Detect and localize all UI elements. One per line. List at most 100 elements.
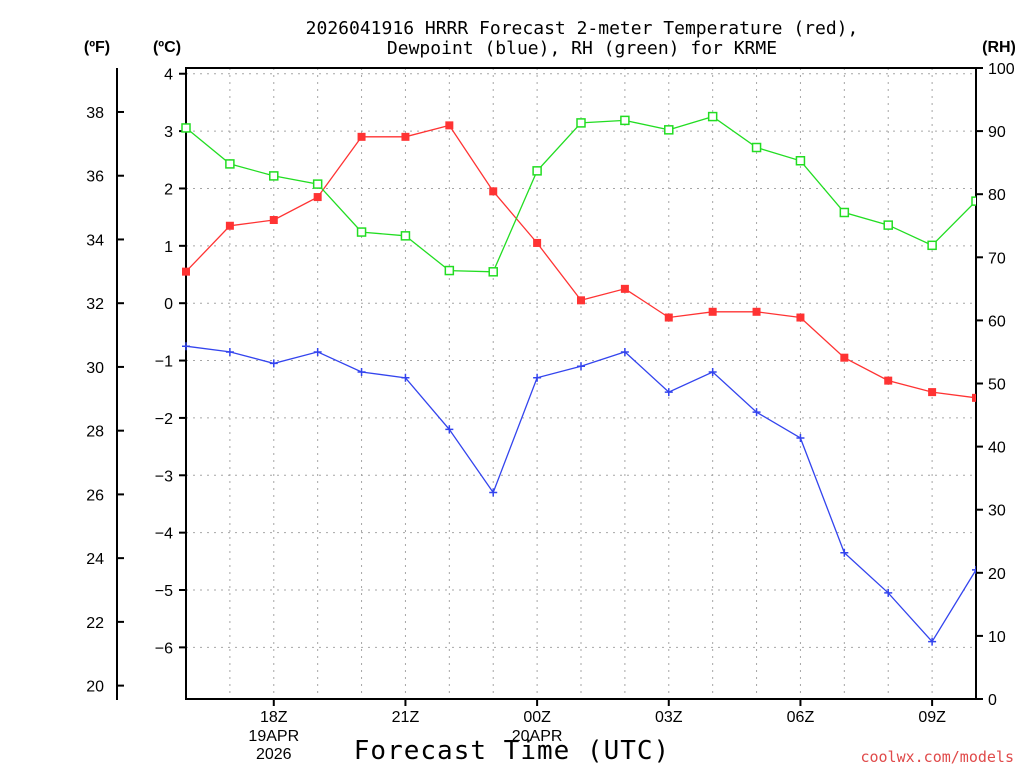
grid-lines bbox=[185, 68, 977, 699]
dewpoint-point bbox=[577, 362, 585, 371]
axes: 3836343230282624222043210−1−2−3−4−5−6100… bbox=[86, 61, 1015, 763]
c-tick-label: 1 bbox=[164, 239, 173, 256]
rh-tick-label: 10 bbox=[988, 629, 1006, 646]
c-tick-label: −5 bbox=[155, 583, 173, 600]
chart-title-line2: Dewpoint (blue), RH (green) for KRME bbox=[387, 38, 777, 59]
rh-tick-label: 30 bbox=[988, 503, 1006, 520]
rh-point bbox=[225, 159, 235, 169]
rh-point bbox=[839, 207, 850, 218]
rh-tick-label: 90 bbox=[988, 124, 1006, 141]
rh-tick-label: 100 bbox=[988, 61, 1015, 78]
series-temperature bbox=[182, 121, 976, 402]
temperature-point bbox=[752, 307, 761, 316]
temperature-point bbox=[225, 221, 234, 230]
temperature-point bbox=[269, 216, 278, 225]
dewpoint-point bbox=[752, 408, 761, 417]
rh-point bbox=[707, 111, 718, 122]
c-tick-label: 4 bbox=[164, 67, 173, 84]
temperature-point bbox=[928, 388, 937, 397]
c-tick-label: 3 bbox=[164, 124, 173, 141]
c-tick-label: −3 bbox=[155, 468, 173, 485]
x-tick-label: 18Z bbox=[260, 709, 288, 726]
x-tick-label: 21Z bbox=[392, 709, 420, 726]
series-layer bbox=[181, 111, 976, 646]
watermark: coolwx.com/models bbox=[860, 748, 1014, 766]
rh-point bbox=[664, 125, 674, 135]
rh-point bbox=[971, 196, 976, 206]
temperature-point bbox=[708, 307, 717, 316]
temperature-point bbox=[445, 121, 454, 130]
x-date-label: 2026 bbox=[256, 746, 292, 763]
f-tick-label: 22 bbox=[86, 615, 104, 632]
rh-point bbox=[444, 265, 455, 276]
c-tick-label: −2 bbox=[155, 411, 173, 428]
temperature-point bbox=[884, 376, 893, 385]
f-tick-label: 20 bbox=[86, 679, 104, 696]
rh-point bbox=[400, 231, 411, 241]
c-tick-label: −1 bbox=[155, 354, 173, 371]
f-tick-label: 26 bbox=[86, 487, 104, 504]
temperature-point bbox=[577, 296, 585, 305]
f-tick-label: 38 bbox=[86, 105, 104, 122]
c-tick-label: −4 bbox=[155, 526, 173, 543]
temperature-point bbox=[313, 193, 322, 202]
x-date-label: 20APR bbox=[512, 728, 563, 745]
x-tick-label: 03Z bbox=[655, 709, 683, 726]
temperature-point bbox=[664, 313, 673, 322]
rh-tick-label: 0 bbox=[988, 692, 997, 709]
dewpoint-point bbox=[225, 347, 234, 356]
x-tick-label: 09Z bbox=[918, 709, 946, 726]
f-tick-label: 30 bbox=[86, 360, 104, 377]
rh-point bbox=[181, 123, 191, 133]
dewpoint-point bbox=[533, 373, 542, 382]
f-tick-label: 34 bbox=[86, 232, 104, 249]
rh-point bbox=[620, 115, 630, 126]
rh-point bbox=[576, 118, 586, 128]
series-dewpoint bbox=[182, 342, 976, 646]
series-rh bbox=[181, 111, 976, 277]
rh-point bbox=[488, 267, 498, 277]
rh-tick-label: 50 bbox=[988, 377, 1006, 394]
dewpoint-point bbox=[708, 368, 717, 377]
temperature-point bbox=[972, 393, 976, 402]
rh-point bbox=[312, 179, 323, 189]
unit-left-c: (ºC) bbox=[153, 39, 181, 56]
dewpoint-point bbox=[972, 565, 976, 574]
rh-tick-label: 20 bbox=[988, 566, 1006, 583]
dewpoint-point bbox=[401, 373, 410, 382]
dewpoint-point bbox=[884, 588, 893, 597]
rh-point bbox=[269, 171, 279, 181]
dewpoint-point bbox=[445, 425, 454, 434]
temperature-point bbox=[533, 238, 542, 247]
f-tick-label: 32 bbox=[86, 296, 104, 313]
rh-tick-label: 70 bbox=[988, 250, 1006, 267]
dewpoint-point bbox=[620, 347, 629, 356]
dewpoint-point bbox=[796, 433, 805, 442]
rh-tick-label: 40 bbox=[988, 440, 1006, 457]
x-axis-label: Forecast Time (UTC) bbox=[354, 736, 670, 766]
unit-right-rh: (RH) bbox=[982, 39, 1016, 56]
x-date-label: 19APR bbox=[248, 728, 299, 745]
rh-point bbox=[795, 156, 806, 166]
rh-point bbox=[751, 142, 762, 153]
rh-tick-label: 60 bbox=[988, 313, 1006, 330]
x-tick-label: 00Z bbox=[523, 709, 551, 726]
dewpoint-point bbox=[664, 388, 673, 397]
dewpoint-point bbox=[489, 488, 498, 497]
dewpoint-point bbox=[840, 548, 849, 557]
f-tick-label: 28 bbox=[86, 424, 104, 441]
rh-point bbox=[356, 227, 367, 237]
rh-point bbox=[927, 240, 937, 251]
temperature-point bbox=[357, 132, 366, 141]
dewpoint-point bbox=[269, 359, 278, 368]
rh-point bbox=[883, 220, 893, 230]
dewpoint-point bbox=[182, 342, 190, 351]
c-tick-label: 0 bbox=[164, 296, 173, 313]
c-tick-label: −6 bbox=[155, 640, 173, 657]
rh-tick-label: 80 bbox=[988, 187, 1006, 204]
rh-point bbox=[532, 166, 542, 176]
unit-left-f: (ºF) bbox=[84, 39, 110, 56]
temperature-point bbox=[796, 313, 805, 322]
c-tick-label: 2 bbox=[164, 181, 173, 198]
